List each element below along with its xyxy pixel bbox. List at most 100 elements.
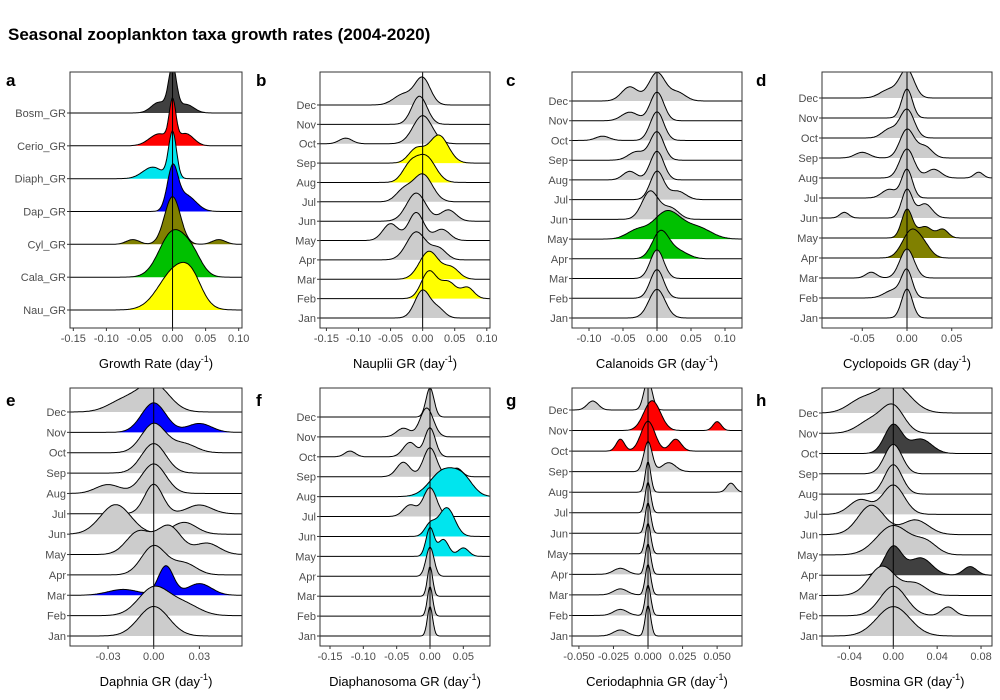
ridge-area-Nov [70, 402, 242, 433]
ridge-line-Mar [572, 564, 742, 596]
panel-letter: h [756, 391, 766, 410]
y-tick-label: Feb [549, 610, 568, 622]
ridge-area-Sep [320, 135, 490, 164]
ridge-line-Jul [822, 484, 992, 515]
plot-frame [821, 387, 993, 647]
y-tick-label: Jun [550, 528, 568, 540]
y-tick-label: Cyl_GR [27, 239, 66, 251]
ridges [70, 388, 242, 646]
y-tick-label: Mar [799, 273, 818, 285]
x-tick-label: -0.15 [314, 333, 339, 345]
panel-letter: g [506, 391, 516, 410]
ridge-area-Jul [572, 482, 742, 513]
y-tick-label: Jun [550, 214, 568, 226]
y-tick-label: Jan [48, 631, 66, 643]
y-tick-label: Apr [801, 570, 818, 582]
ridge-line-Apr [822, 545, 992, 576]
y-tick-label: Oct [551, 446, 568, 458]
y-tick-label: Sep [548, 155, 568, 167]
panel-e: e Dec Nov Oct Sep Aug Jul Jun May Apr Mar Feb Jan -0.… [6, 387, 243, 689]
x-tick-label: 0.00 [412, 333, 433, 345]
ridge-line-Nov [320, 95, 490, 125]
ridge-line-Sep [822, 443, 992, 475]
ridge-line-Nov [320, 407, 490, 438]
y-tick-label: May [797, 233, 818, 245]
y-tick-label: Jul [804, 193, 818, 205]
y-tick-label: May [547, 234, 568, 246]
ridge-area-Feb [70, 586, 242, 616]
ridge-area-Aug [70, 463, 242, 494]
ridges [572, 388, 742, 646]
x-axis-label: Bosmina GR (day-1) [850, 672, 965, 689]
ridge-line-May [320, 526, 490, 557]
ridge-line-Apr [572, 544, 742, 575]
x-tick-label: 0.05 [941, 333, 962, 345]
x-tick-label: -0.15 [61, 333, 86, 345]
ridge-line-May [822, 525, 992, 556]
ridge-line-Dec [320, 388, 490, 418]
y-tick-label: Apr [801, 253, 818, 265]
y-tick-label: Aug [798, 489, 818, 501]
y-tick-label: Dec [296, 412, 316, 424]
y-tick-label: Mar [47, 590, 66, 602]
x-tick-label: -0.025 [598, 651, 629, 663]
ridge-area-Sep [320, 447, 490, 477]
panel-b: b Dec Nov Oct Sep Aug Jul Jun May Apr Mar Feb Jan -0.… [256, 71, 498, 371]
y-tick-label: May [45, 550, 66, 562]
y-tick-label: Apr [299, 255, 316, 267]
ridge-area-Aug [320, 154, 490, 183]
ridge-area-May [572, 524, 742, 554]
ridge-area-Cala_GR [70, 229, 242, 278]
panel-a: a Bosm_GR Cerio_GR Diaph_GR Dap_GR Cyl_GR Cala… [6, 71, 249, 371]
plot-frame [319, 387, 491, 647]
x-tick-label: 0.00 [419, 651, 440, 663]
ridge-area-May [822, 525, 992, 555]
ridge-line-Feb [572, 585, 742, 616]
ridge-area-Jun [320, 507, 490, 537]
y-tick-label: Dec [548, 405, 568, 417]
x-tick-label: 0.05 [444, 333, 465, 345]
ridge-line-Mar [320, 250, 490, 280]
panel-d: d Dec Nov Oct Sep Aug Jul Jun May Apr Mar Feb Jan -0.… [756, 71, 993, 371]
y-tick-label: Feb [297, 611, 316, 623]
ridge-line-Feb [320, 586, 490, 617]
x-tick-label: 0.00 [143, 651, 164, 663]
ridge-line-Aug [320, 153, 490, 183]
ridge-line-Aug [320, 467, 490, 498]
x-tick-label: -0.10 [576, 333, 601, 345]
ridge-line-Aug [70, 463, 242, 494]
ridge-line-Jan [822, 606, 992, 637]
ridge-line-Jun [320, 192, 490, 222]
ridge-area-Jun [70, 504, 242, 535]
ridge-area-Nov [822, 403, 992, 434]
ridges [822, 388, 992, 646]
y-tick-label: Sep [548, 467, 568, 479]
ridge-line-Nau_GR [70, 261, 242, 311]
ridge-line-Dec [822, 72, 992, 99]
y-tick-label: Jan [298, 631, 316, 643]
x-tick-label: -0.05 [384, 651, 409, 663]
ridge-area-Jun [822, 505, 992, 535]
ridge-area-Jul [822, 485, 992, 515]
ridge-area-Jan [320, 607, 490, 636]
x-axis-label: Growth Rate (day-1) [99, 354, 213, 371]
y-tick-label: Jan [550, 631, 568, 643]
ridge-line-May [70, 524, 242, 555]
plot-frame [69, 387, 243, 647]
x-tick-label: 0.000 [634, 651, 662, 663]
x-tick-label: -0.050 [563, 651, 594, 663]
x-tick-label: 0.04 [926, 651, 947, 663]
y-tick-label: Jan [550, 313, 568, 325]
ridge-area-Feb [320, 587, 490, 617]
y-tick-label: Aug [548, 487, 568, 499]
ridge-line-Oct [320, 427, 490, 458]
x-tick-label: 0.050 [703, 651, 731, 663]
panel-f: fDecNovOctSepAugJulJunMayAprMarFebJan-0.… [256, 387, 491, 689]
x-tick-label: -0.10 [346, 333, 371, 345]
y-tick-label: Sep [296, 472, 316, 484]
y-tick-label: Oct [299, 452, 316, 464]
y-tick-label: Feb [47, 611, 66, 623]
ridge-area-Dec [822, 388, 992, 413]
x-tick-label: 0.00 [646, 333, 667, 345]
y-tick-label: Oct [299, 139, 316, 151]
